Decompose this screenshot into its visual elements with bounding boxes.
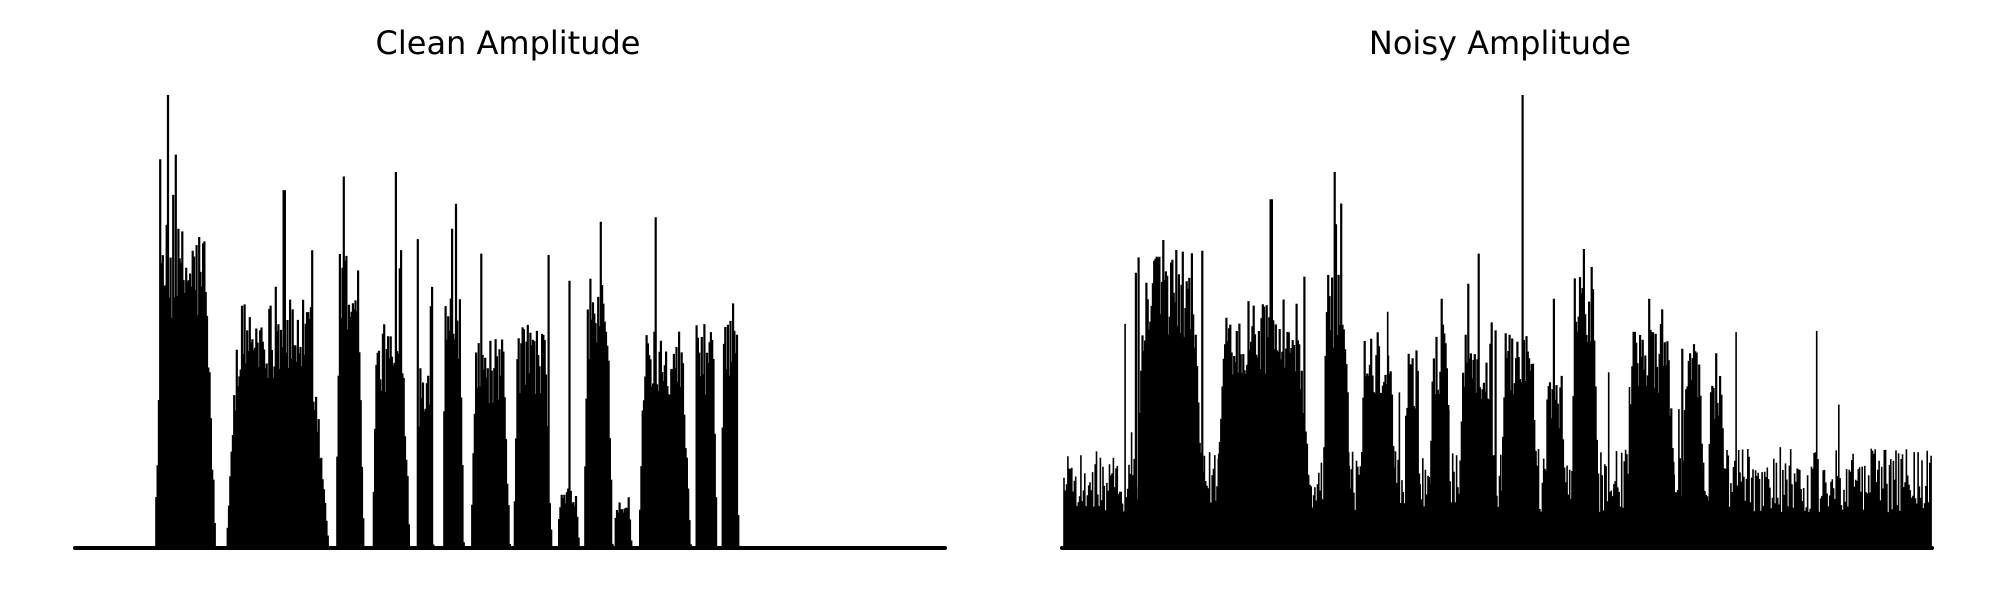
amplitude-burst-14 [721, 303, 740, 548]
amplitude-burst-10 [1571, 249, 1601, 548]
amplitude-burst-5 [416, 239, 435, 548]
amplitude-burst-9 [1545, 298, 1567, 548]
amplitude-burst-11 [1626, 298, 1679, 548]
amplitude-burst-1 [1134, 240, 1206, 548]
amplitude-burst-11 [614, 497, 633, 548]
amplitude-burst-10 [584, 221, 614, 548]
amplitude-burst-13 [1708, 353, 1727, 548]
amplitude-burst-7 [1458, 253, 1498, 548]
amplitude-burst-5 [1405, 350, 1422, 548]
amplitude-burst-12 [1681, 344, 1705, 548]
amplitude-burst-13 [695, 324, 718, 548]
clean-amplitude-title: Clean Amplitude [375, 24, 641, 62]
amplitude-burst-3 [1323, 172, 1352, 548]
amplitude-burst-2 [1213, 199, 1316, 548]
amplitude-burst-12 [639, 217, 692, 548]
clean-amplitude-plot [73, 95, 947, 550]
amplitude-burst-6 [1430, 298, 1452, 548]
noisy-amplitude-plot [1060, 95, 1934, 550]
noisy-amplitude-panel: Noisy Amplitude [1000, 0, 2000, 600]
amplitude-burst-4 [1359, 332, 1397, 548]
clean-amplitude-panel: Clean Amplitude [73, 24, 947, 550]
amplitude-burst-1 [155, 95, 216, 548]
amplitude-burst-3 [336, 176, 365, 548]
noisy-amplitude-title: Noisy Amplitude [1368, 24, 1632, 62]
amplitude-burst-6 [443, 203, 465, 548]
amplitude-burst-2 [226, 190, 329, 548]
amplitude-burst-9 [558, 280, 580, 548]
amplitude-burst-8 [513, 255, 553, 548]
amplitude-burst-7 [471, 253, 511, 548]
amplitude-burst-8 [1500, 95, 1540, 548]
amplitude-burst-4 [372, 172, 410, 548]
